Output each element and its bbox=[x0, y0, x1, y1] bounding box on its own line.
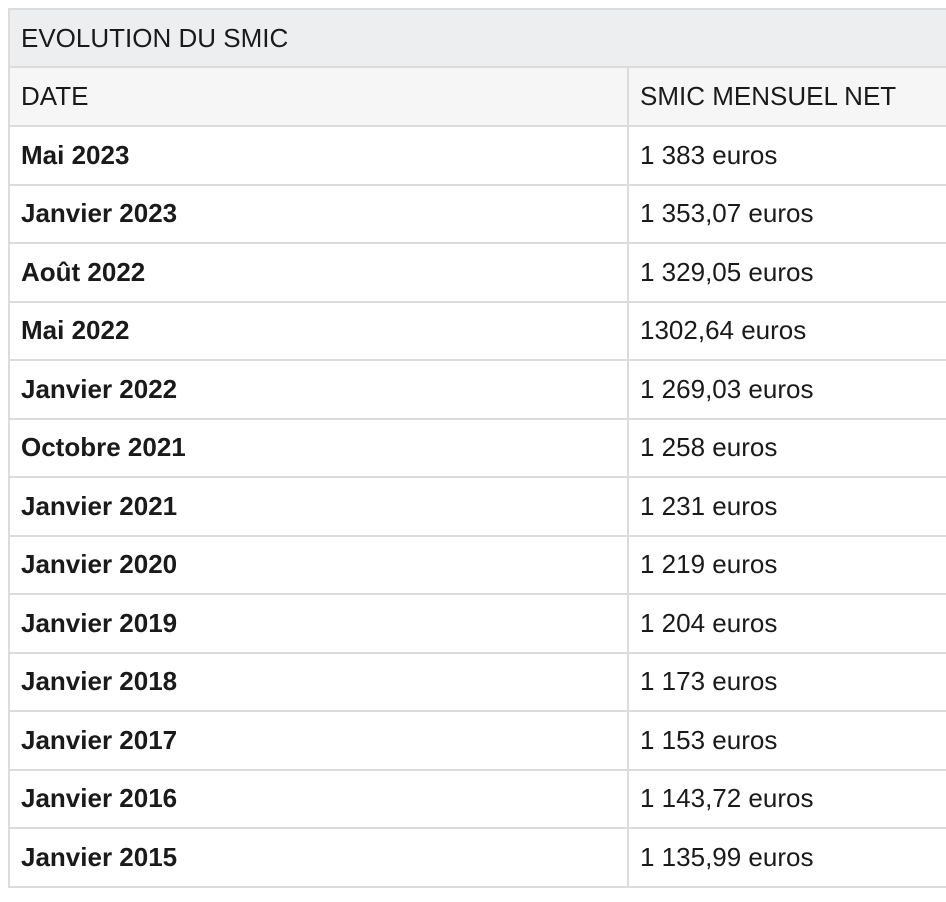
value-cell: 1 143,72 euros bbox=[640, 783, 814, 814]
table-row: Janvier 2015 1 135,99 euros bbox=[10, 829, 946, 888]
title-row: EVOLUTION DU SMIC bbox=[10, 10, 946, 68]
value-cell: 1 353,07 euros bbox=[640, 198, 814, 229]
value-cell: 1 269,03 euros bbox=[640, 373, 814, 404]
date-cell: Mai 2023 bbox=[10, 127, 629, 184]
value-cell: 1 173 euros bbox=[640, 666, 778, 697]
value-cell: 1 204 euros bbox=[640, 607, 778, 638]
table-row: Mai 2022 1302,64 euros bbox=[10, 302, 946, 361]
table-row: Janvier 2022 1 269,03 euros bbox=[10, 361, 946, 420]
date-cell: Janvier 2018 bbox=[10, 653, 629, 710]
value-cell: 1 153 euros bbox=[640, 724, 778, 755]
date-cell: Janvier 2015 bbox=[10, 829, 629, 886]
date-cell: Janvier 2022 bbox=[10, 361, 629, 418]
date-cell: Janvier 2023 bbox=[10, 185, 629, 242]
value-cell: 1302,64 euros bbox=[640, 315, 807, 346]
table-row: Janvier 2018 1 173 euros bbox=[10, 653, 946, 712]
table-row: Octobre 2021 1 258 euros bbox=[10, 419, 946, 478]
header-cell: DATE bbox=[10, 68, 629, 125]
date-cell: Janvier 2020 bbox=[10, 536, 629, 593]
value-cell: 1 383 euros bbox=[640, 139, 778, 170]
date-cell: Mai 2022 bbox=[10, 302, 629, 359]
table-row: Janvier 2017 1 153 euros bbox=[10, 712, 946, 771]
value-cell: 1 258 euros bbox=[640, 432, 778, 463]
table-row: Mai 2023 1 383 euros bbox=[10, 127, 946, 186]
date-cell: Janvier 2019 bbox=[10, 595, 629, 652]
table-row: Janvier 2021 1 231 euros bbox=[10, 478, 946, 537]
header-cell: SMIC MENSUEL NET bbox=[640, 81, 897, 111]
value-cell: 1 135,99 euros bbox=[640, 841, 814, 872]
header-row: DATE SMIC MENSUEL NET bbox=[10, 68, 946, 127]
value-cell: 1 329,05 euros bbox=[640, 256, 814, 287]
date-cell: Août 2022 bbox=[10, 244, 629, 301]
value-cell: 1 231 euros bbox=[640, 490, 778, 521]
date-cell: Janvier 2021 bbox=[10, 478, 629, 535]
date-cell: Octobre 2021 bbox=[10, 419, 629, 476]
date-cell: Janvier 2017 bbox=[10, 712, 629, 769]
table-row: Août 2022 1 329,05 euros bbox=[10, 244, 946, 303]
table-row: Janvier 2020 1 219 euros bbox=[10, 536, 946, 595]
table-title: EVOLUTION DU SMIC bbox=[21, 22, 289, 53]
value-cell: 1 219 euros bbox=[640, 549, 778, 580]
table-row: Janvier 2019 1 204 euros bbox=[10, 595, 946, 654]
table-row: Janvier 2016 1 143,72 euros bbox=[10, 770, 946, 829]
table-row: Janvier 2023 1 353,07 euros bbox=[10, 185, 946, 244]
date-cell: Janvier 2016 bbox=[10, 770, 629, 827]
table: EVOLUTION DU SMIC DATE SMIC MENSUEL NET Ma… bbox=[8, 8, 946, 888]
